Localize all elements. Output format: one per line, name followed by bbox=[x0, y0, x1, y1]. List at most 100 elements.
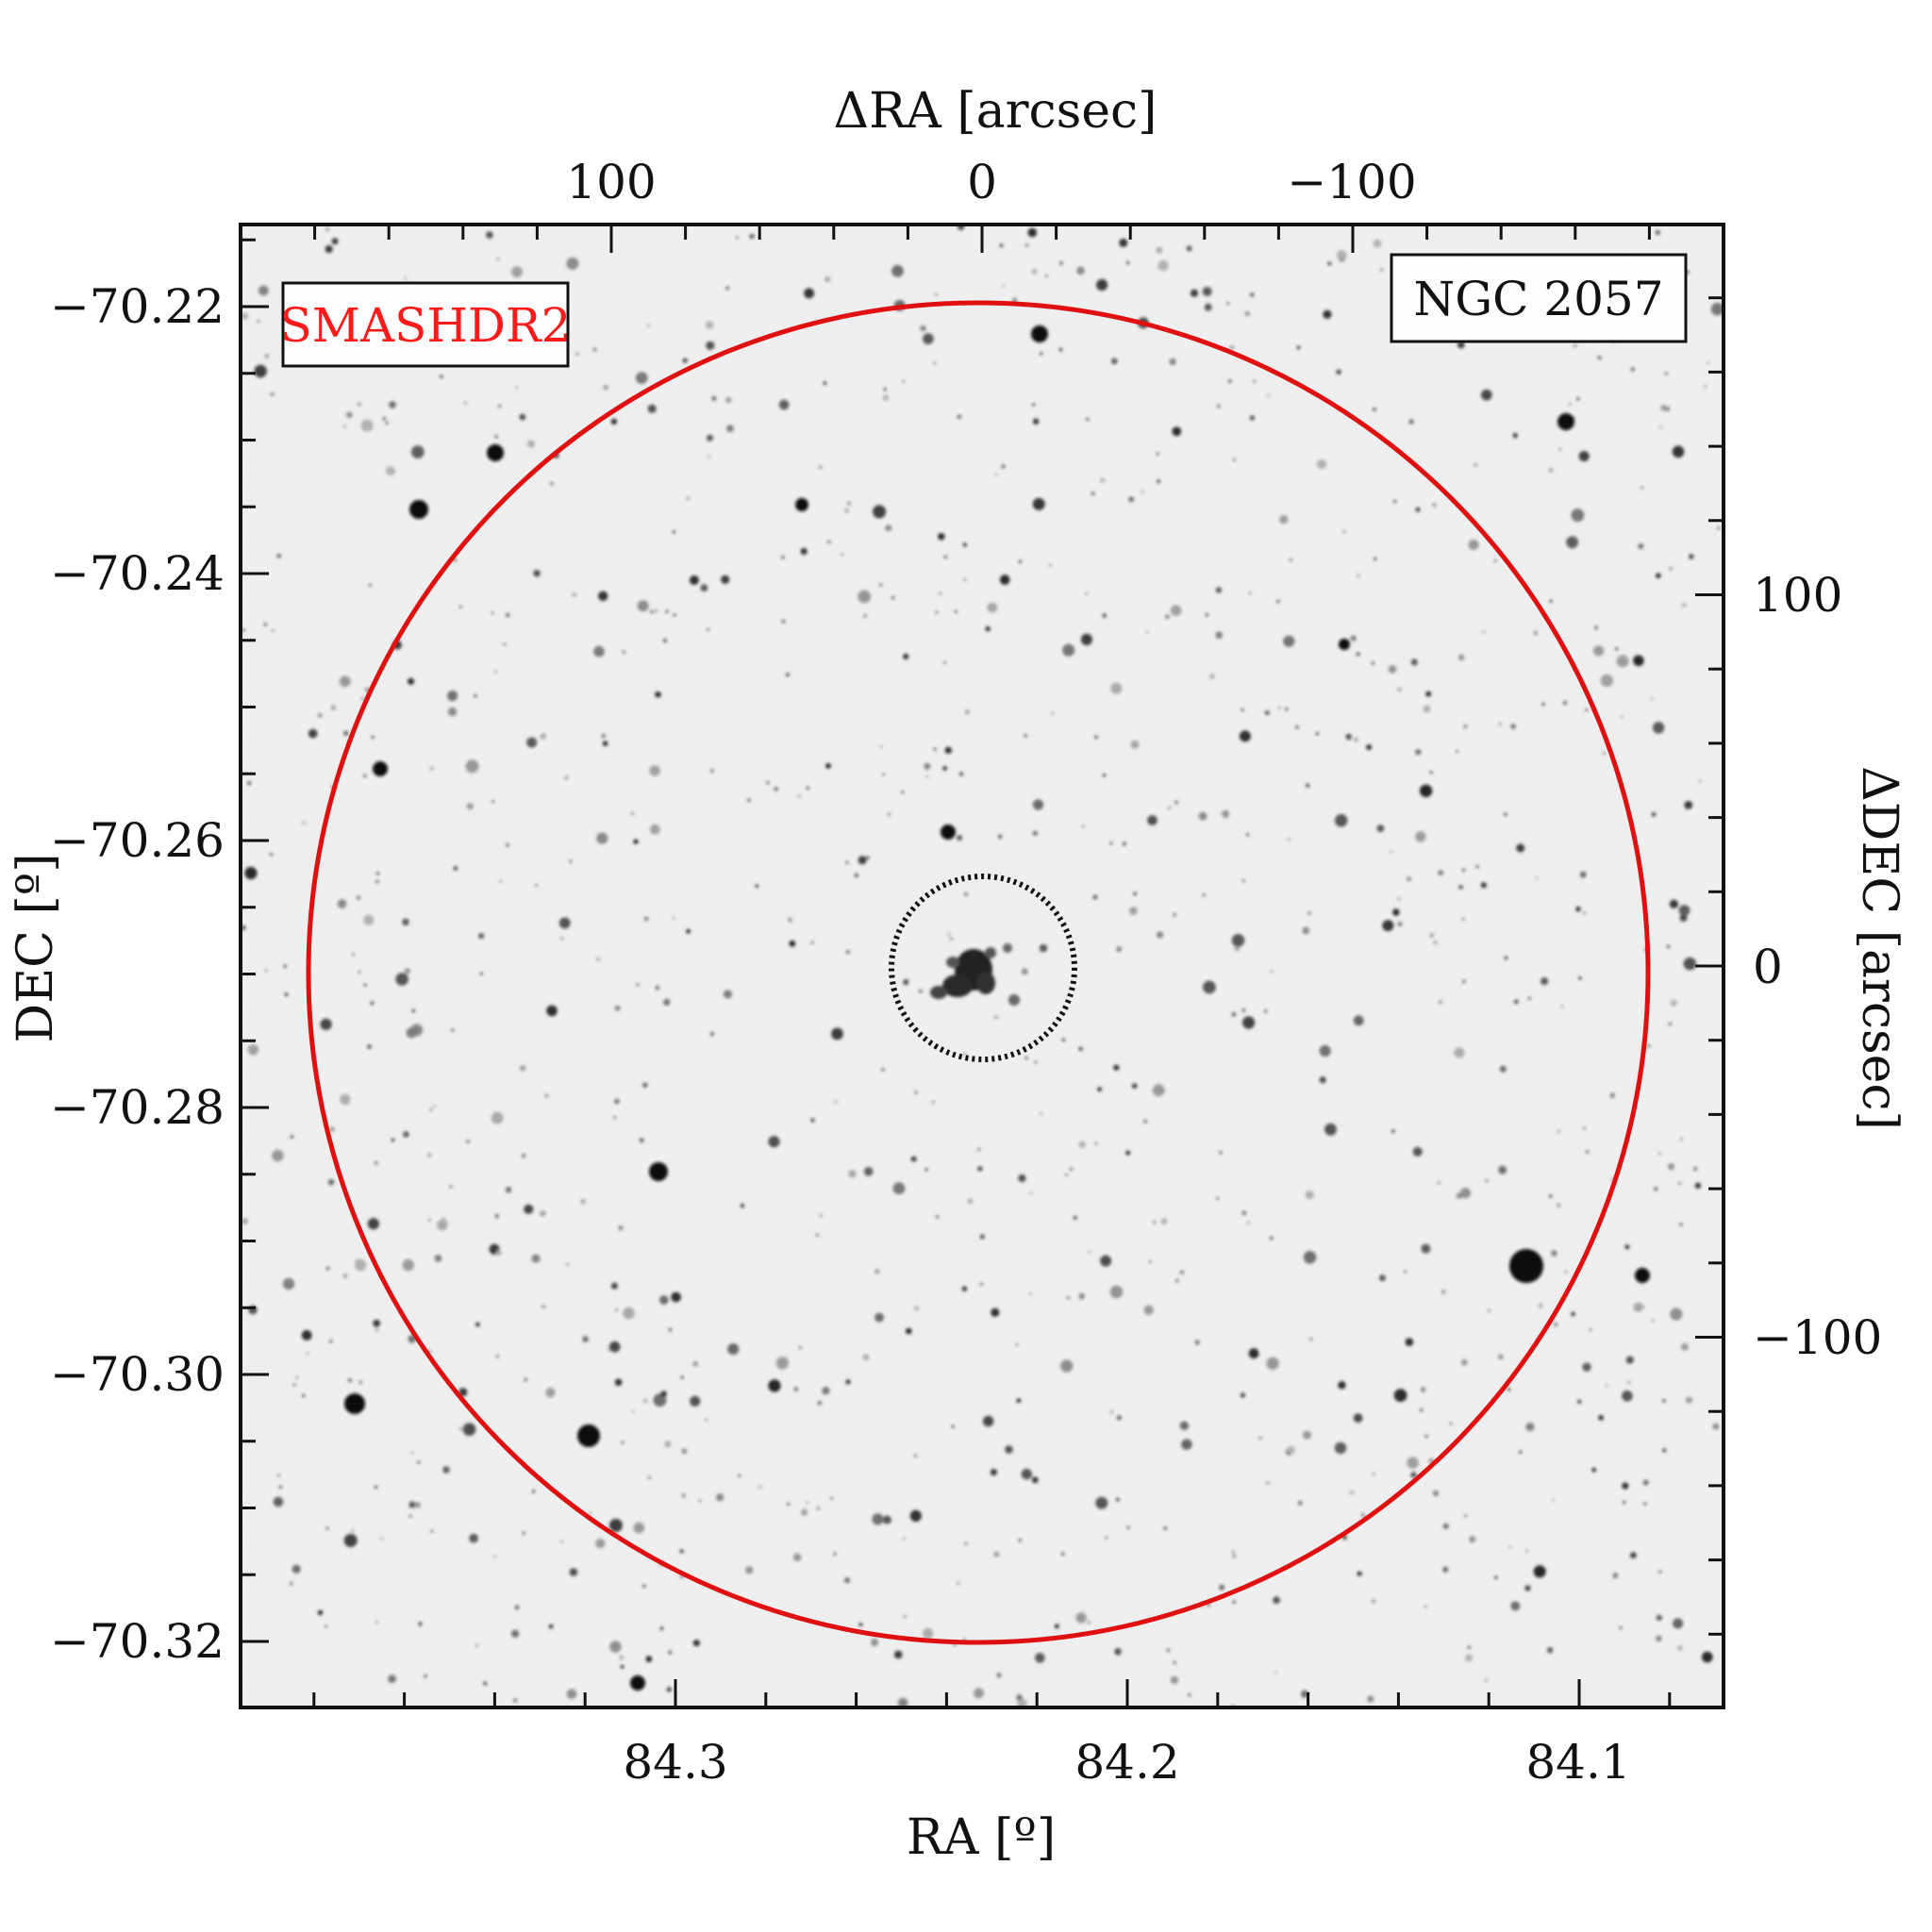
star bbox=[957, 1581, 960, 1585]
star bbox=[1270, 1236, 1274, 1241]
star bbox=[1342, 529, 1346, 534]
star bbox=[825, 762, 831, 769]
star bbox=[620, 1664, 625, 1669]
star bbox=[1664, 372, 1668, 375]
star bbox=[385, 466, 396, 476]
star bbox=[442, 1466, 450, 1474]
star bbox=[602, 741, 608, 746]
star bbox=[1165, 614, 1170, 620]
star bbox=[1119, 238, 1128, 247]
star bbox=[1525, 1422, 1535, 1432]
star bbox=[1173, 1660, 1176, 1664]
star bbox=[1658, 1152, 1661, 1156]
star bbox=[1147, 815, 1158, 825]
star bbox=[1032, 269, 1038, 275]
star bbox=[1585, 708, 1589, 712]
star bbox=[1078, 1046, 1083, 1051]
star bbox=[1116, 1415, 1122, 1421]
star bbox=[572, 591, 577, 597]
star bbox=[1065, 1173, 1068, 1176]
star bbox=[512, 1698, 518, 1703]
star bbox=[1109, 1409, 1114, 1414]
star bbox=[363, 983, 367, 987]
star bbox=[264, 354, 270, 358]
star bbox=[1519, 1450, 1523, 1454]
star bbox=[1415, 507, 1421, 512]
star bbox=[1032, 403, 1036, 407]
star bbox=[650, 610, 654, 613]
star bbox=[1579, 871, 1587, 878]
star bbox=[1651, 811, 1657, 817]
cluster-core bbox=[930, 943, 1020, 1006]
star bbox=[410, 1451, 414, 1455]
right-tick-label-100: 100 bbox=[1753, 568, 1842, 623]
star bbox=[388, 1674, 396, 1684]
star bbox=[1018, 1539, 1022, 1542]
star bbox=[1128, 907, 1138, 915]
star bbox=[447, 691, 458, 702]
star bbox=[1274, 1671, 1277, 1674]
star bbox=[347, 1378, 352, 1383]
star bbox=[1032, 799, 1044, 810]
bright-star bbox=[409, 500, 428, 519]
star bbox=[987, 602, 998, 613]
star bbox=[942, 766, 948, 771]
star bbox=[781, 556, 785, 559]
star bbox=[1048, 563, 1052, 567]
star bbox=[707, 627, 710, 631]
star bbox=[933, 747, 937, 751]
star bbox=[548, 1624, 554, 1629]
star bbox=[858, 590, 872, 604]
star bbox=[1371, 661, 1374, 665]
star bbox=[1264, 709, 1270, 716]
star bbox=[999, 575, 1010, 585]
star bbox=[1510, 724, 1516, 729]
star bbox=[418, 1622, 423, 1626]
star bbox=[1105, 1536, 1108, 1540]
star bbox=[1464, 1514, 1468, 1518]
star bbox=[290, 1135, 294, 1139]
star bbox=[817, 1400, 823, 1406]
star bbox=[494, 435, 498, 439]
star bbox=[596, 832, 608, 844]
star bbox=[822, 1387, 830, 1395]
star bbox=[302, 821, 306, 824]
star bbox=[1029, 1191, 1033, 1194]
star bbox=[1525, 1549, 1529, 1553]
star bbox=[999, 243, 1004, 248]
star bbox=[1424, 1605, 1427, 1608]
star bbox=[664, 1441, 672, 1448]
left-tick-label-5: −70.30 bbox=[50, 1347, 225, 1402]
star bbox=[686, 496, 690, 501]
star bbox=[308, 728, 318, 739]
star bbox=[1188, 1693, 1191, 1697]
star bbox=[1551, 1498, 1555, 1502]
star bbox=[1174, 800, 1178, 805]
star bbox=[1153, 1221, 1157, 1224]
star bbox=[673, 613, 676, 617]
star bbox=[656, 986, 659, 990]
star bbox=[1353, 737, 1358, 742]
star bbox=[1684, 801, 1693, 809]
star bbox=[758, 1485, 762, 1490]
star bbox=[414, 1502, 421, 1508]
star bbox=[522, 1531, 525, 1535]
star bbox=[453, 866, 458, 871]
star bbox=[747, 798, 751, 802]
star bbox=[519, 413, 526, 421]
star bbox=[844, 508, 849, 513]
star bbox=[1533, 1565, 1546, 1578]
star bbox=[325, 1624, 328, 1628]
star bbox=[1683, 957, 1697, 971]
star bbox=[668, 1650, 673, 1655]
star bbox=[1678, 905, 1690, 916]
star bbox=[1349, 1490, 1355, 1495]
star bbox=[816, 1507, 820, 1510]
star bbox=[1622, 1391, 1633, 1402]
star bbox=[614, 1005, 621, 1011]
star bbox=[1442, 1566, 1449, 1573]
star bbox=[1027, 227, 1038, 238]
star bbox=[1438, 1000, 1442, 1005]
star bbox=[1710, 302, 1724, 316]
star bbox=[1643, 1502, 1647, 1506]
